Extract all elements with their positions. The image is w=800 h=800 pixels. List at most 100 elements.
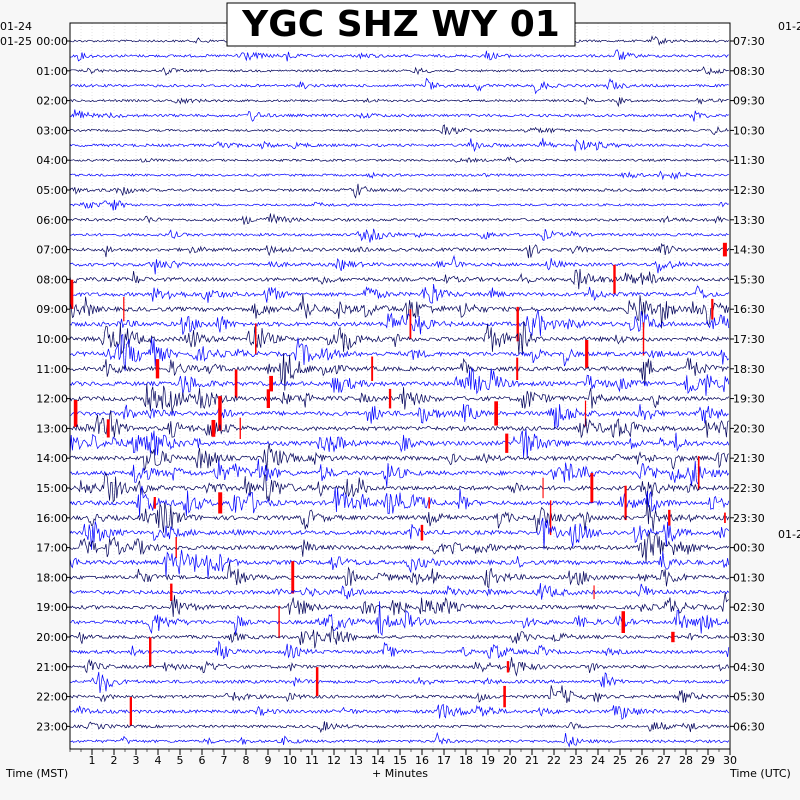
trace-row [69, 563, 730, 589]
clip-marker [234, 369, 238, 398]
x-tick-label: 14 [371, 754, 385, 767]
clip-marker [593, 585, 595, 600]
clip-marker [211, 420, 216, 437]
left-date-first: 01-25 [0, 35, 32, 48]
trace-row [69, 334, 730, 371]
clip-marker [73, 400, 78, 427]
left-hour-label: 03:00 [36, 124, 68, 137]
left-hour-label: 09:00 [36, 303, 68, 316]
x-tick-label: 15 [393, 754, 407, 767]
trace-row [69, 213, 729, 225]
clip-marker [585, 340, 589, 368]
x-axis-title: + Minutes [372, 767, 428, 780]
clip-marker [255, 323, 257, 355]
clip-marker [516, 306, 519, 342]
left-date-top: 01-24 [0, 20, 32, 33]
x-tick-label: 18 [459, 754, 473, 767]
left-hour-label: 16:00 [36, 512, 68, 525]
clip-marker [711, 298, 714, 320]
x-tick-label: 1 [89, 754, 96, 767]
left-hour-label: 13:00 [36, 422, 68, 435]
trace-row [69, 583, 730, 600]
trace-row [69, 685, 730, 704]
clip-marker [155, 359, 160, 379]
trace-row [69, 109, 729, 122]
right-hour-label: 08:30 [733, 65, 765, 78]
right-hour-label: 19:30 [733, 393, 765, 406]
right-hour-labels: 07:30 08:30 09:30 10:30 11:30 12:30 13:30 14:30… [730, 35, 765, 733]
trace-row [69, 731, 730, 748]
x-tick-label: 9 [265, 754, 272, 767]
right-date-top: 01-2 [778, 20, 800, 33]
trace-row [69, 77, 729, 95]
right-hour-label: 06:30 [733, 720, 765, 733]
clip-marker [668, 509, 671, 526]
left-hour-label: 06:00 [36, 214, 68, 227]
clip-marker [218, 396, 222, 431]
x-tick-label: 11 [305, 754, 319, 767]
trace-row [69, 517, 730, 550]
x-tick-label: 8 [243, 754, 250, 767]
clip-marker [428, 497, 430, 509]
trace-row [69, 703, 730, 720]
x-tick-label: 3 [133, 754, 140, 767]
x-tick-label: 12 [327, 754, 341, 767]
trace-row [69, 367, 730, 396]
clip-marker [584, 400, 587, 427]
left-hour-label: 05:00 [36, 184, 68, 197]
clip-marker [506, 661, 510, 673]
right-date-mid: 01-2 [778, 528, 800, 541]
clip-marker [409, 309, 412, 340]
trace-row [69, 625, 729, 649]
trace-row [69, 49, 729, 62]
right-hour-label: 21:30 [733, 452, 765, 465]
x-tick-label: 24 [591, 754, 605, 767]
right-hour-label: 15:30 [733, 273, 765, 286]
trace-row [69, 472, 730, 503]
right-hour-label: 13:30 [733, 214, 765, 227]
clip-marker [153, 497, 156, 509]
clip-marker [724, 512, 726, 523]
x-tick-label: 13 [349, 754, 363, 767]
right-hour-label: 03:30 [733, 631, 765, 644]
chart-title: YGC SHZ WY 01 [241, 4, 560, 45]
x-tick-label: 19 [481, 754, 495, 767]
clip-marker [671, 631, 675, 643]
left-hour-label: 02:00 [36, 95, 68, 108]
right-hour-label: 22:30 [733, 482, 765, 495]
left-hour-label: 20:00 [36, 631, 68, 644]
trace-row [69, 124, 729, 136]
right-hour-label: 18:30 [733, 363, 765, 376]
clip-marker [239, 417, 241, 439]
left-hour-label: 18:00 [36, 571, 68, 584]
left-hour-label: 23:00 [36, 720, 68, 733]
right-hour-label: 00:30 [733, 542, 765, 555]
clip-marker [315, 667, 319, 697]
clip-marker [269, 375, 273, 392]
trace-row [69, 403, 729, 430]
clip-marker [621, 611, 625, 633]
x-tick-label: 6 [199, 754, 206, 767]
x-tick-label: 7 [221, 754, 228, 767]
trace-row [69, 657, 730, 677]
left-hour-labels: 00:00 01:00 02:00 03:00 04:00 05:00 06:00 07:00… [36, 35, 70, 733]
trace-row [69, 498, 730, 533]
right-hour-label: 23:30 [733, 512, 765, 525]
x-tick-label: 17 [437, 754, 451, 767]
trace-row [69, 228, 729, 243]
trace-row [69, 294, 730, 329]
clip-marker [388, 388, 392, 409]
right-hour-label: 11:30 [733, 154, 765, 167]
x-tick-label: 5 [177, 754, 184, 767]
left-hour-label: 00:00 [36, 35, 68, 48]
trace-row [69, 640, 730, 660]
trace-row [69, 66, 729, 76]
trace-row [69, 96, 729, 108]
right-hour-label: 16:30 [733, 303, 765, 316]
trace-row [69, 242, 730, 259]
right-hour-label: 02:30 [733, 601, 765, 614]
x-tick-label: 10 [283, 754, 297, 767]
clip-marker [291, 561, 295, 594]
left-hour-label: 10:00 [36, 333, 68, 346]
